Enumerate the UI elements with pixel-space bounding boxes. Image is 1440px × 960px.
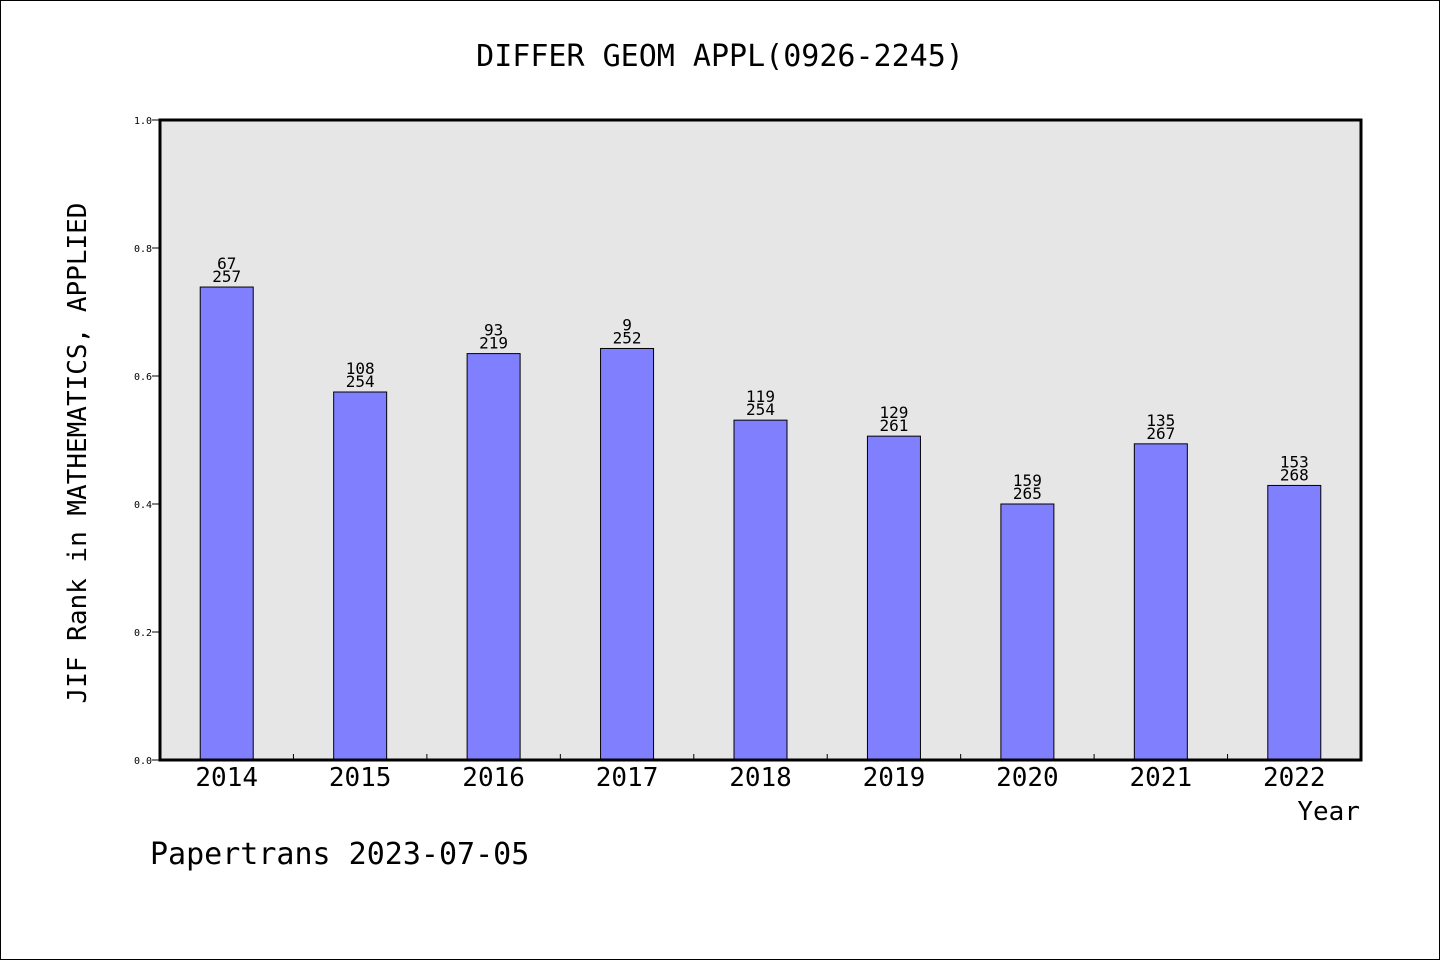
- x-tick-label: 2015: [329, 763, 392, 793]
- x-axis-label: Year: [1297, 797, 1360, 827]
- y-tick-label: 0.4: [134, 500, 152, 511]
- bar-label-rank: 108: [346, 359, 375, 378]
- y-axis: 0.0 0.2 0.4 0.6 0.8 1.0: [134, 116, 160, 767]
- bar-2019: [866, 435, 921, 761]
- bar-2016: [466, 353, 521, 761]
- bar-label-rank: 9: [622, 315, 632, 334]
- chart-title: DIFFER GEOM APPL(0926-2245): [476, 39, 964, 74]
- x-tick-label: 2018: [729, 763, 792, 793]
- bar-label-rank: 129: [879, 403, 908, 422]
- x-tick-label: 2022: [1263, 763, 1326, 793]
- bar-2015: [333, 391, 388, 761]
- y-tick-label: 0.0: [134, 756, 152, 767]
- y-axis-label: JIF Rank in MATHEMATICS, APPLIED: [63, 203, 93, 704]
- x-tick-label: 2017: [596, 763, 659, 793]
- x-tick-label: 2021: [1130, 763, 1193, 793]
- bar-label-total: 252: [613, 328, 642, 347]
- bar-label-total: 219: [479, 334, 508, 353]
- y-tick-label: 0.2: [134, 628, 152, 639]
- bar-label-total: 265: [1013, 484, 1042, 503]
- bar-2017: [600, 347, 655, 761]
- x-tick-label: 2020: [996, 763, 1059, 793]
- bar-label-total: 254: [346, 372, 375, 391]
- bar-label-total: 254: [746, 400, 775, 419]
- bar-2021: [1133, 443, 1188, 761]
- bar-label-total: 257: [212, 267, 241, 286]
- x-axis: 2014 2015 2016 2017 2018 2019 2020 2021 2022: [195, 754, 1326, 793]
- y-tick-label: 0.8: [134, 244, 152, 255]
- bar-label-total: 267: [1146, 424, 1175, 443]
- bar-label-total: 268: [1280, 465, 1309, 484]
- bar-label-rank: 135: [1146, 411, 1175, 430]
- bar-2014: [199, 286, 254, 761]
- y-tick-label: 0.6: [134, 372, 152, 383]
- footer-text: Papertrans 2023-07-05: [150, 837, 529, 872]
- bar-label-total: 261: [879, 416, 908, 435]
- bar-label-rank: 159: [1013, 471, 1042, 490]
- bar-label-rank: 67: [217, 254, 236, 273]
- bar-2022: [1267, 484, 1322, 761]
- bar-2020: [1000, 503, 1055, 761]
- bar-label-rank: 119: [746, 387, 775, 406]
- x-tick-label: 2019: [863, 763, 926, 793]
- bar-label-rank: 93: [484, 321, 503, 340]
- bar-label-rank: 153: [1280, 452, 1309, 471]
- y-tick-label: 1.0: [134, 116, 152, 127]
- x-tick-label: 2016: [462, 763, 525, 793]
- bar-2018: [733, 419, 788, 761]
- plot-border: [158, 118, 1363, 762]
- x-tick-label: 2014: [195, 763, 258, 793]
